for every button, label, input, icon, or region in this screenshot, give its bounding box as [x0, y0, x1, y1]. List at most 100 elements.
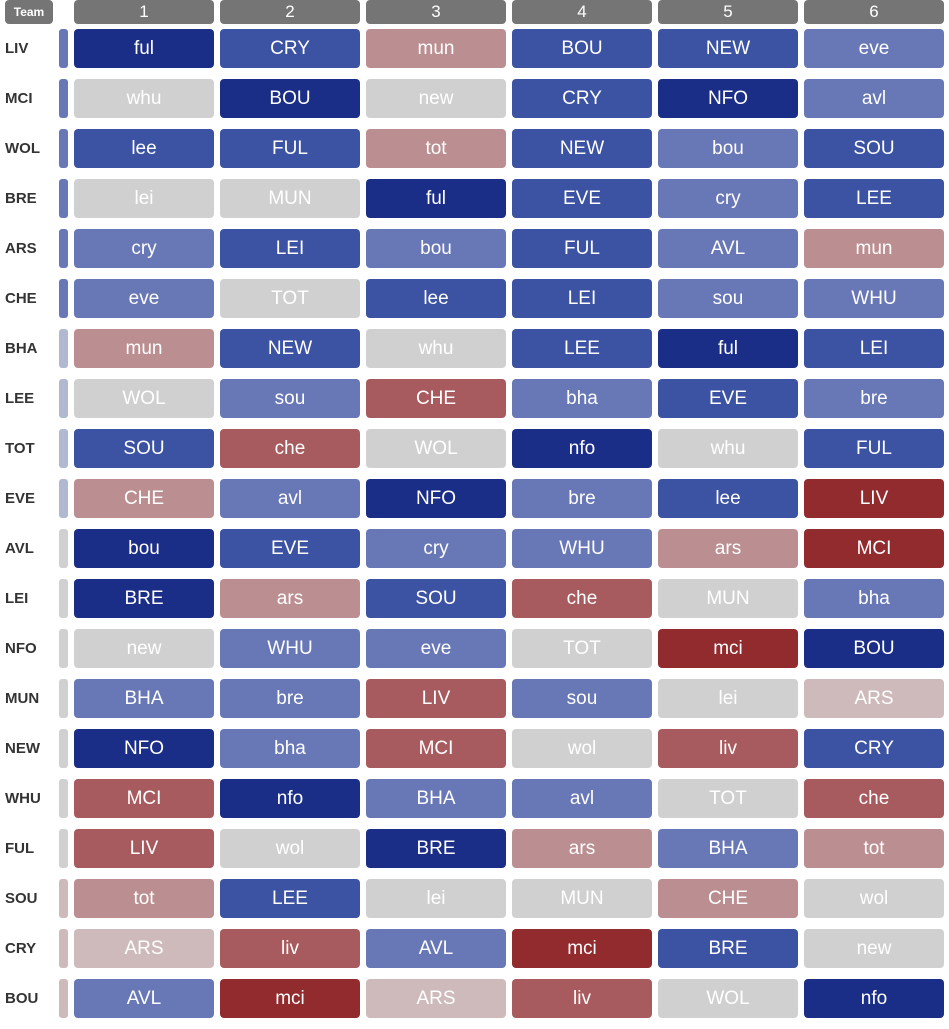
difficulty-prefix-bar — [59, 729, 68, 768]
fixture-cell: eve — [804, 29, 944, 68]
team-label: MUN — [5, 679, 53, 718]
fixture-cell: EVE — [658, 379, 798, 418]
fixture-cell: tot — [366, 129, 506, 168]
team-label: CHE — [5, 279, 53, 318]
fixture-cell: eve — [366, 629, 506, 668]
team-label: WOL — [5, 129, 53, 168]
header-col-4: 4 — [512, 0, 652, 24]
fixture-cell: sou — [220, 379, 360, 418]
fixture-cell: LEE — [804, 179, 944, 218]
difficulty-prefix-bar — [59, 29, 68, 68]
fixture-cell: MUN — [512, 879, 652, 918]
fixture-cell: WHU — [804, 279, 944, 318]
fixture-cell: lei — [366, 879, 506, 918]
fixture-cell: ful — [366, 179, 506, 218]
fixture-cell: bou — [658, 129, 798, 168]
team-row: TOTSOUcheWOLnfowhuFUL — [0, 429, 949, 468]
difficulty-prefix-bar — [59, 679, 68, 718]
fixture-cell: LIV — [74, 829, 214, 868]
difficulty-prefix-bar — [59, 229, 68, 268]
fixture-cell: LEI — [220, 229, 360, 268]
fixture-cell: BRE — [366, 829, 506, 868]
fixture-cell: cry — [74, 229, 214, 268]
fixture-cell: bha — [220, 729, 360, 768]
fixture-cell: ARS — [366, 979, 506, 1018]
fixture-cell: LIV — [804, 479, 944, 518]
fixture-cell: tot — [74, 879, 214, 918]
fixture-cell: ful — [74, 29, 214, 68]
fixture-cell: avl — [220, 479, 360, 518]
difficulty-prefix-bar — [59, 379, 68, 418]
fixture-cell: new — [804, 929, 944, 968]
team-label: TOT — [5, 429, 53, 468]
fixture-cell: whu — [658, 429, 798, 468]
difficulty-prefix-bar — [59, 179, 68, 218]
team-label: AVL — [5, 529, 53, 568]
team-label: LEI — [5, 579, 53, 618]
team-label: BOU — [5, 979, 53, 1018]
fixture-cell: WOL — [658, 979, 798, 1018]
fixture-cell: SOU — [366, 579, 506, 618]
team-label: WHU — [5, 779, 53, 818]
fixture-cell: LIV — [366, 679, 506, 718]
difficulty-prefix-bar — [59, 479, 68, 518]
fixture-cell: AVL — [74, 979, 214, 1018]
team-label: LEE — [5, 379, 53, 418]
fixture-cell: NEW — [658, 29, 798, 68]
fixture-cell: nfo — [512, 429, 652, 468]
fixture-cell: BRE — [74, 579, 214, 618]
fixture-cell: lei — [74, 179, 214, 218]
fixture-cell: mun — [74, 329, 214, 368]
difficulty-prefix-bar — [59, 629, 68, 668]
fixture-cell: NFO — [74, 729, 214, 768]
difficulty-prefix-bar — [59, 329, 68, 368]
fixture-cell: sou — [512, 679, 652, 718]
team-label: LIV — [5, 29, 53, 68]
fixture-cell: lei — [658, 679, 798, 718]
fixture-grid: Team123456LIVfulCRYmunBOUNEWeveMCIwhuBOU… — [0, 0, 949, 1018]
fixture-cell: sou — [658, 279, 798, 318]
difficulty-prefix-bar — [59, 979, 68, 1018]
team-label: CRY — [5, 929, 53, 968]
team-row: CHEeveTOTleeLEIsouWHU — [0, 279, 949, 318]
fixture-cell: bre — [512, 479, 652, 518]
fixture-cell: lee — [74, 129, 214, 168]
fixture-cell: BRE — [658, 929, 798, 968]
team-row: NEWNFObhaMCIwollivCRY — [0, 729, 949, 768]
fixture-cell: CHE — [658, 879, 798, 918]
fixture-cell: NEW — [512, 129, 652, 168]
fixture-cell: WHU — [220, 629, 360, 668]
fixture-cell: ars — [220, 579, 360, 618]
fixture-cell: cry — [366, 529, 506, 568]
fixture-cell: wol — [804, 879, 944, 918]
fixture-cell: ars — [512, 829, 652, 868]
team-row: LEEWOLsouCHEbhaEVEbre — [0, 379, 949, 418]
fixture-cell: BHA — [366, 779, 506, 818]
fixture-cell: lee — [366, 279, 506, 318]
header-col-6: 6 — [804, 0, 944, 24]
fixture-cell: bha — [512, 379, 652, 418]
fixture-cell: ful — [658, 329, 798, 368]
fixture-cell: CRY — [220, 29, 360, 68]
header-col-3: 3 — [366, 0, 506, 24]
header-col-1: 1 — [74, 0, 214, 24]
fixture-cell: bha — [804, 579, 944, 618]
fixture-cell: CHE — [366, 379, 506, 418]
fixture-cell: MUN — [658, 579, 798, 618]
fixture-cell: eve — [74, 279, 214, 318]
fixture-cell: CRY — [804, 729, 944, 768]
fixture-cell: LEE — [512, 329, 652, 368]
difficulty-prefix-bar — [59, 579, 68, 618]
fixture-cell: lee — [658, 479, 798, 518]
fixture-cell: bre — [220, 679, 360, 718]
team-label: SOU — [5, 879, 53, 918]
header-row: Team123456 — [0, 0, 949, 29]
fixture-cell: CRY — [512, 79, 652, 118]
fixture-cell: AVL — [366, 929, 506, 968]
fixture-cell: EVE — [220, 529, 360, 568]
fixture-cell: TOT — [658, 779, 798, 818]
fixture-cell: LEE — [220, 879, 360, 918]
team-label: ARS — [5, 229, 53, 268]
fixture-cell: EVE — [512, 179, 652, 218]
difficulty-prefix-bar — [59, 129, 68, 168]
